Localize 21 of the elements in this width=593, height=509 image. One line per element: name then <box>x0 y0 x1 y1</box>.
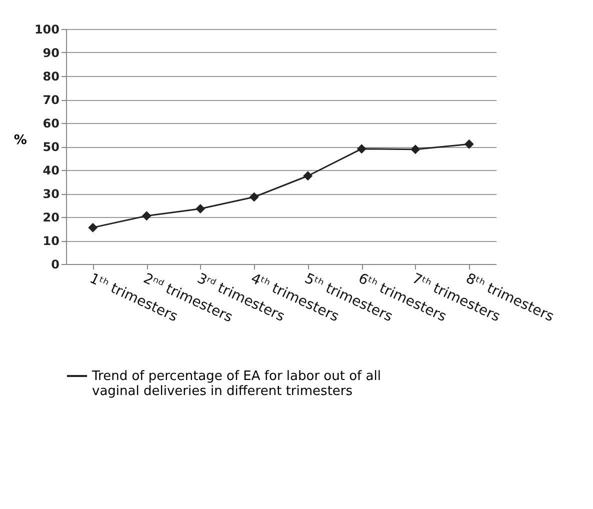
y-tick-label: 30 <box>42 187 60 201</box>
y-tick-label: 70 <box>42 93 60 107</box>
y-tick-label: 60 <box>42 116 60 130</box>
y-tick-label: 100 <box>34 22 60 36</box>
point <box>410 144 420 154</box>
legend-label: Trend of percentage of EA for labor out of all vaginal deliveries in different trimesters <box>91 369 381 399</box>
y-tick-label: 20 <box>42 210 60 224</box>
point <box>142 211 152 221</box>
point <box>464 139 474 149</box>
y-tick-label: 90 <box>42 46 60 60</box>
point <box>88 222 98 232</box>
y-tick-label: 50 <box>42 140 60 154</box>
y-axis-title: % <box>14 133 27 148</box>
y-tick-label: 40 <box>42 164 60 178</box>
point <box>356 144 366 154</box>
y-tick-label: 80 <box>42 70 60 84</box>
y-tick-label: 10 <box>42 234 60 248</box>
y-tick-label: 0 <box>51 258 60 272</box>
point <box>196 204 206 214</box>
point <box>303 171 313 181</box>
point <box>249 192 259 202</box>
